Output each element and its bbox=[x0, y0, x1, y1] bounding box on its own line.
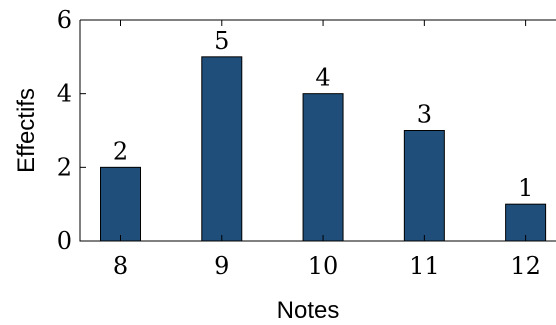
y-tick-label-6: 6 bbox=[57, 6, 72, 34]
data-label-12: 1 bbox=[518, 174, 533, 202]
bar-12 bbox=[505, 203, 547, 242]
x-tick-label-9: 9 bbox=[214, 252, 229, 280]
x-axis-title: Notes bbox=[277, 297, 340, 324]
y-tick-label-0: 0 bbox=[57, 227, 72, 255]
plot-area: 2 5 4 3 1 8 9 10 11 12 0 2 4 6 bbox=[57, 6, 556, 280]
y-axis-title: Effectifs bbox=[13, 88, 40, 173]
data-label-10: 4 bbox=[315, 64, 330, 92]
data-label-8: 2 bbox=[113, 137, 128, 165]
y-tick-label-2: 2 bbox=[57, 153, 72, 181]
data-label-11: 3 bbox=[417, 101, 432, 129]
data-label-9: 5 bbox=[214, 27, 229, 55]
x-tick-label-11: 11 bbox=[409, 252, 440, 280]
x-tick-label-10: 10 bbox=[308, 252, 339, 280]
bar-10 bbox=[302, 93, 344, 242]
bar-8 bbox=[100, 166, 142, 242]
bar-9 bbox=[201, 56, 243, 242]
x-tick-label-12: 12 bbox=[510, 252, 541, 280]
x-tick-label-8: 8 bbox=[113, 252, 128, 280]
y-tick-label-4: 4 bbox=[57, 80, 72, 108]
bar-11 bbox=[403, 130, 445, 242]
